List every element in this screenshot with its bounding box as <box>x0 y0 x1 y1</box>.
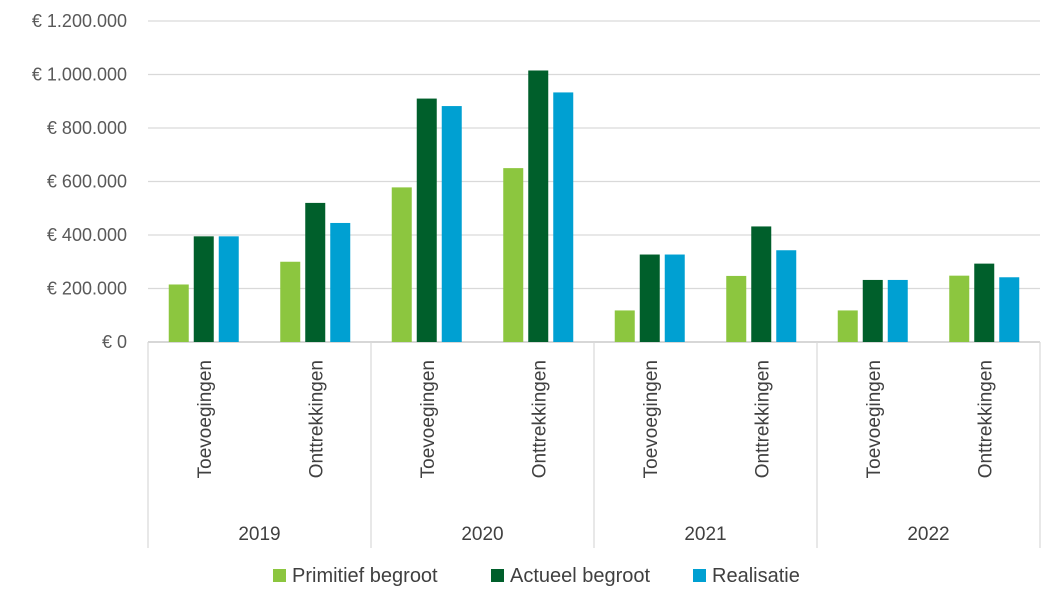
category-label: Onttrekkingen <box>752 360 773 478</box>
bar-primitief-begroot <box>280 261 301 342</box>
bar-primitief-begroot <box>614 310 635 342</box>
bar-realisatie <box>999 277 1020 342</box>
bar-primitief-begroot <box>391 187 412 342</box>
legend-swatch <box>693 569 706 582</box>
legend-label: Actueel begroot <box>510 565 651 587</box>
bar-actueel-begroot <box>639 254 660 342</box>
bar-actueel-begroot <box>416 98 437 342</box>
legend-swatch <box>273 569 286 582</box>
bar-realisatie <box>887 279 908 342</box>
bar-realisatie <box>218 236 239 342</box>
year-label: 2019 <box>238 524 280 545</box>
bar-realisatie <box>553 92 574 342</box>
category-label: Toevoegingen <box>195 360 216 478</box>
y-tick-label: € 200.000 <box>47 279 127 299</box>
category-label: Toevoegingen <box>641 360 662 478</box>
year-label: 2021 <box>684 524 726 545</box>
bar-primitief-begroot <box>949 275 970 342</box>
y-axis: € 0 € 200.000 € 400.000 € 600.000 € 800.000 €… <box>32 11 127 352</box>
category-label: Toevoegingen <box>418 360 439 478</box>
bar-actueel-begroot <box>974 263 995 342</box>
bar-actueel-begroot <box>193 236 214 342</box>
bar-realisatie <box>441 106 462 342</box>
bar-actueel-begroot <box>305 202 326 342</box>
category-label: Onttrekkingen <box>306 360 327 478</box>
category-label: Onttrekkingen <box>529 360 550 478</box>
bar-actueel-begroot <box>862 279 883 342</box>
bars <box>168 70 1020 343</box>
year-label: 2020 <box>461 524 503 545</box>
y-tick-label: € 1.200.000 <box>32 11 127 31</box>
legend-label: Primitief begroot <box>292 565 438 587</box>
bar-actueel-begroot <box>528 70 549 343</box>
bar-primitief-begroot <box>168 284 189 342</box>
legend-swatch <box>491 569 504 582</box>
legend: Primitief begroot Actueel begroot Realisat… <box>273 565 800 587</box>
category-label: Toevoegingen <box>864 360 885 478</box>
bar-actueel-begroot <box>751 226 772 342</box>
y-tick-label: € 600.000 <box>47 172 127 192</box>
year-label: 2022 <box>907 524 949 545</box>
y-tick-label: € 1.000.000 <box>32 65 127 85</box>
y-tick-label: € 0 <box>102 332 127 352</box>
bar-primitief-begroot <box>503 168 524 342</box>
y-tick-label: € 800.000 <box>47 118 127 138</box>
bar-realisatie <box>776 250 797 342</box>
bar-primitief-begroot <box>726 275 747 342</box>
category-label: Onttrekkingen <box>975 360 996 478</box>
bar-realisatie <box>664 254 685 342</box>
y-tick-label: € 400.000 <box>47 225 127 245</box>
bar-realisatie <box>330 222 351 342</box>
bar-primitief-begroot <box>837 310 858 342</box>
legend-label: Realisatie <box>712 565 800 587</box>
x-axis: Toevoegingen Onttrekkingen 2019 Toevoeginge… <box>147 342 1041 548</box>
